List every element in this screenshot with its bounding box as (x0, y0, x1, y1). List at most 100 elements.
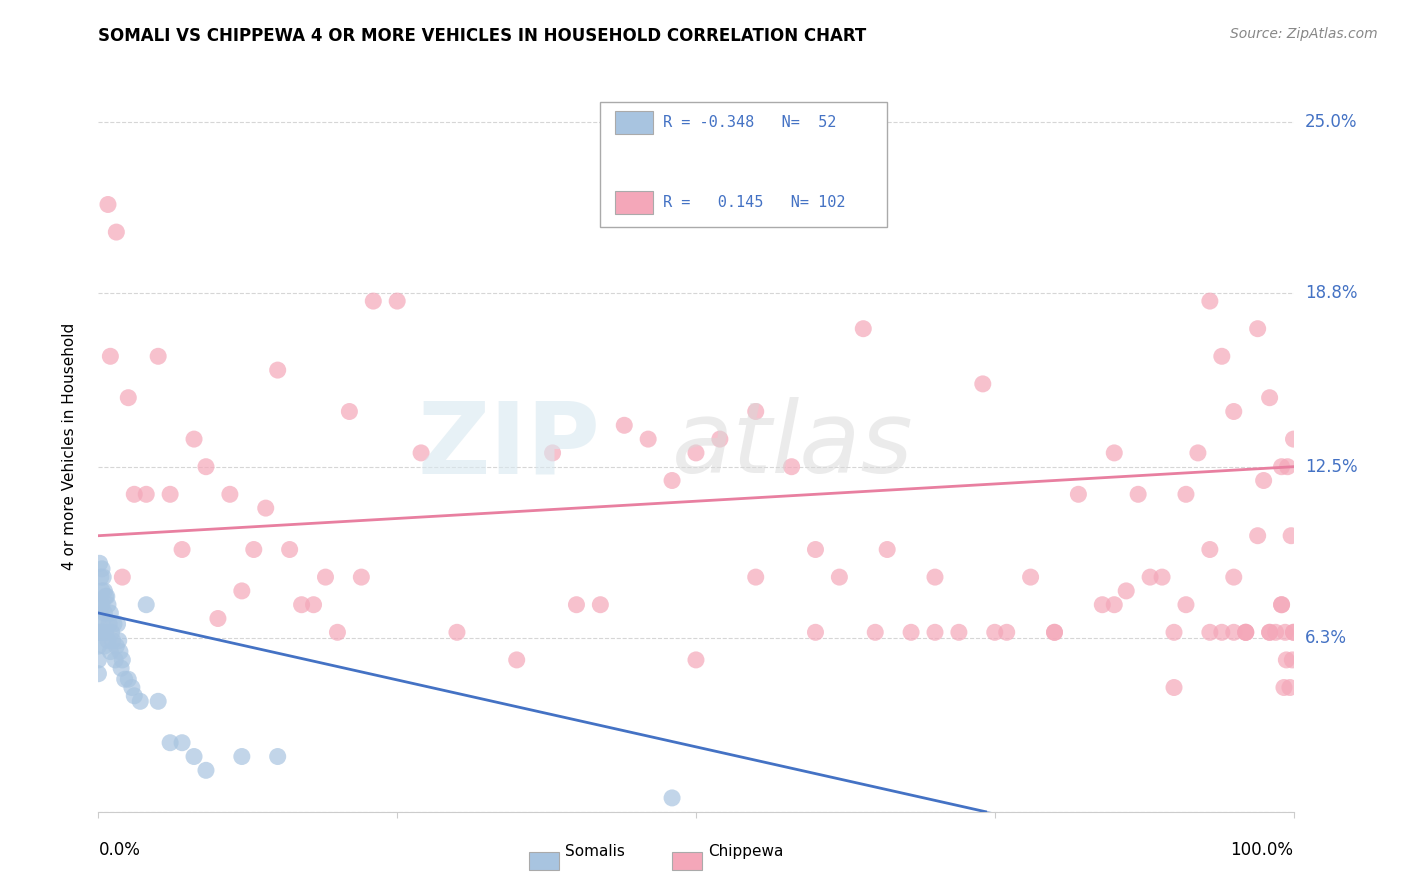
Point (852, 321, 875, 335)
Point (613, 418, 636, 433)
Point (1246, 529, 1268, 543)
Point (114, 672, 136, 686)
Point (1271, 459, 1294, 474)
Point (948, 625, 970, 640)
Point (97, 197, 120, 211)
Point (1282, 625, 1305, 640)
Point (1175, 598, 1198, 612)
Text: ZIP: ZIP (418, 398, 600, 494)
Point (589, 598, 612, 612)
Point (1198, 294, 1220, 309)
Point (1258, 625, 1281, 640)
Point (105, 225, 128, 239)
Point (93, 583, 115, 598)
Point (1163, 681, 1185, 695)
Point (1271, 598, 1294, 612)
Point (1091, 598, 1114, 612)
Point (183, 749, 205, 764)
Text: 12.5%: 12.5% (1305, 458, 1357, 475)
Text: 6.3%: 6.3% (1305, 629, 1347, 647)
Point (1139, 570, 1161, 584)
Point (804, 542, 827, 557)
Point (1271, 598, 1294, 612)
Point (828, 570, 851, 584)
Point (1043, 625, 1066, 640)
Point (107, 617, 129, 632)
Point (254, 501, 277, 516)
Text: Somalis: Somalis (565, 845, 624, 860)
Point (1102, 598, 1125, 612)
Point (1282, 625, 1305, 640)
Point (1246, 321, 1268, 335)
Point (1211, 349, 1233, 363)
Point (661, 474, 683, 488)
Point (172, 542, 194, 557)
Point (972, 376, 994, 391)
FancyBboxPatch shape (672, 852, 702, 871)
Point (93, 639, 115, 653)
Point (183, 432, 205, 446)
Point (87, 653, 110, 667)
Point (94, 625, 117, 640)
Point (219, 487, 242, 501)
Point (1282, 432, 1305, 446)
Point (1198, 625, 1220, 640)
Point (995, 625, 1018, 640)
Point (1128, 487, 1150, 501)
Point (290, 598, 312, 612)
Y-axis label: 4 or more Vehicles in Household: 4 or more Vehicles in Household (62, 322, 77, 570)
Point (900, 625, 922, 640)
Point (172, 736, 194, 750)
Text: R =   0.145   N= 102: R = 0.145 N= 102 (662, 195, 845, 210)
Point (103, 617, 125, 632)
Point (1019, 570, 1042, 584)
Point (661, 791, 683, 805)
Point (117, 391, 139, 405)
Point (108, 645, 131, 659)
Point (89, 625, 111, 640)
Point (1043, 625, 1066, 640)
Point (159, 487, 181, 501)
Point (876, 542, 898, 557)
Point (101, 633, 124, 648)
Point (90, 598, 112, 612)
Point (207, 611, 229, 625)
Point (1222, 570, 1246, 584)
Point (1115, 583, 1137, 598)
Point (159, 736, 181, 750)
Point (863, 625, 886, 640)
Point (90, 625, 112, 640)
Point (983, 625, 1005, 640)
Point (745, 404, 768, 418)
Point (302, 598, 325, 612)
Point (98, 645, 122, 659)
Point (337, 404, 360, 418)
Point (267, 363, 290, 377)
Point (637, 432, 659, 446)
Point (135, 487, 157, 501)
Point (231, 583, 253, 598)
Point (105, 639, 128, 653)
Text: Chippewa: Chippewa (709, 845, 783, 860)
Point (97, 598, 120, 612)
Point (1234, 625, 1257, 640)
FancyBboxPatch shape (529, 852, 558, 871)
Point (326, 625, 349, 640)
Text: R = -0.348   N=  52: R = -0.348 N= 52 (662, 115, 837, 130)
Point (121, 681, 143, 695)
Point (91, 562, 114, 576)
Point (1102, 446, 1125, 460)
Point (91, 570, 114, 584)
Point (194, 764, 217, 778)
Point (135, 598, 157, 612)
Point (107, 633, 129, 648)
Point (1150, 570, 1173, 584)
Point (1067, 487, 1090, 501)
Text: 25.0%: 25.0% (1305, 112, 1357, 131)
Point (709, 432, 731, 446)
Point (98, 349, 122, 363)
FancyBboxPatch shape (614, 111, 652, 135)
Point (446, 625, 468, 640)
Point (111, 570, 134, 584)
Text: 18.8%: 18.8% (1305, 284, 1357, 301)
